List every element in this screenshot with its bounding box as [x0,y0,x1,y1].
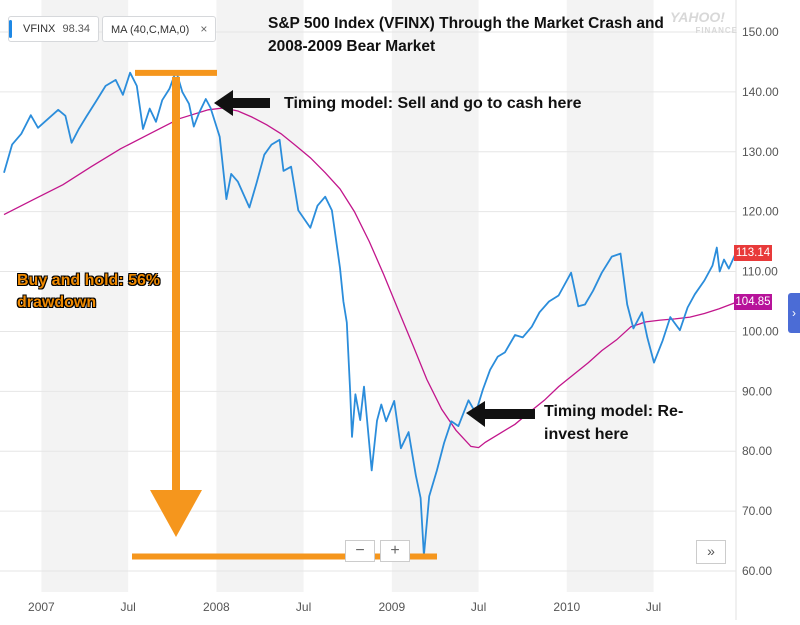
ma-legend-chip[interactable]: MA (40,C,MA,0) × [102,16,217,42]
period-stripe [391,0,479,592]
watermark-sub: FINANCE [695,26,738,35]
x-tick-label: Jul [471,600,486,614]
x-tick-label: 2009 [378,600,405,614]
x-tick-label: Jul [646,600,661,614]
y-tick-label: 60.00 [742,564,772,578]
x-tick-label: Jul [120,600,135,614]
sell-pointer-arrow [214,90,270,116]
y-tick-label: 150.00 [742,25,779,39]
y-tick-label: 70.00 [742,504,772,518]
y-tick-label: 110.00 [742,265,778,279]
ma-label: MA (40,C,MA,0) [111,24,190,36]
reinvest-pointer-arrow [466,401,535,427]
grid-lines [0,31,736,572]
ma-line [3,107,737,449]
watermark-brand: YAHOO! [670,9,725,25]
close-icon[interactable]: × [200,22,208,36]
zoom-out-button[interactable]: − [345,540,375,562]
ticker-color-bar [9,20,12,38]
x-tick-label: 2008 [203,600,230,614]
y-tick-label: 130.00 [742,145,779,159]
ticker-label: VFINX [23,23,56,35]
sell-annotation: Timing model: Sell and go to cash here [284,95,582,112]
last-ma-badge: 104.85 [734,294,772,311]
y-tick-label: 140.00 [742,85,779,99]
y-tick-label: 90.00 [742,384,772,398]
x-axis-ticks: 2007 Jul 2008 Jul 2009 Jul 2010 Jul [28,600,661,614]
buy-hold-annotation: Buy and hold: 56% drawdown [17,272,161,311]
yahoo-finance-watermark: YAHOO! FINANCE [670,10,738,38]
y-tick-label: 80.00 [742,444,772,458]
period-stripe [41,0,129,592]
expand-button[interactable]: » [696,540,726,564]
last-price-badge: 113.14 [734,244,772,261]
reinvest-annotation: Timing model: Re-invest here [544,403,684,443]
chart-title: S&P 500 Index (VFINX) Through the Market… [268,15,664,55]
period-stripe [216,0,304,592]
side-panel-tab[interactable]: › [788,293,800,333]
x-tick-label: 2007 [28,600,55,614]
y-tick-label: 120.00 [742,205,779,219]
period-stripe [566,0,654,592]
x-tick-label: Jul [296,600,311,614]
zoom-in-button[interactable]: + [380,540,410,562]
x-tick-label: 2010 [553,600,580,614]
ticker-value: 98.34 [62,23,90,35]
series-layer [3,70,737,557]
price-line [3,70,737,557]
y-tick-label: 100.00 [742,324,779,338]
ticker-legend-chip[interactable]: VFINX 98.34 [8,16,99,42]
drawdown-arrow-head [150,490,202,537]
y-axis-ticks: 60.00 70.00 80.00 90.00 100.00 110.00 120.00 13… [742,25,779,578]
